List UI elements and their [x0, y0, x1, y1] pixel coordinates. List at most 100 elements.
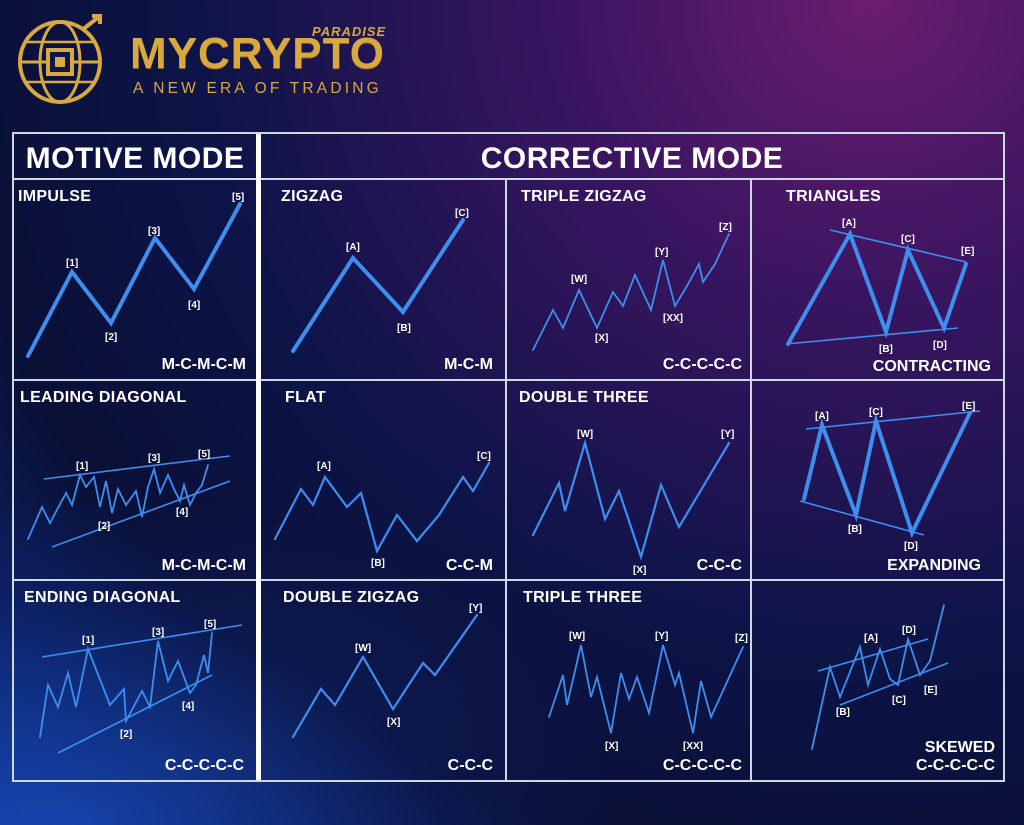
wave-label: [5] [232, 192, 244, 203]
cell-triangles: TRIANGLES CONTRACTING [A] [B] [C] [D] [E… [752, 180, 1003, 379]
wave-label: [5] [198, 449, 210, 460]
wave-label: [X] [387, 717, 400, 728]
double-three-diagram: [W] [X] [Y] [531, 429, 734, 576]
wave-label: [X] [633, 565, 646, 576]
cell-leading-diagonal: LEADING DIAGONAL M-C-M-C-M [1] [2] [3] [… [14, 381, 256, 579]
cell-code: M-C-M-C-M [161, 557, 246, 574]
wave-label: [A] [864, 633, 878, 644]
wave-label: [3] [152, 627, 164, 638]
brand-logo: PARADISE MYCRYPTO A NEW ERA OF TRADING [12, 10, 392, 110]
cell-code: C-C-C [696, 557, 742, 574]
cell-skewed: SKEWED C-C-C-C-C [A] [B] [C] [D] [E] [752, 581, 1003, 780]
wave-label: [5] [204, 619, 216, 630]
cell-double-zigzag: DOUBLE ZIGZAG C-C-C [W] [X] [Y] [261, 581, 505, 780]
wave-label: [Y] [655, 631, 668, 642]
wave-label: [Y] [721, 429, 734, 440]
wave-label: [B] [848, 524, 862, 535]
corrective-mode-title: CORRECTIVE MODE [480, 142, 784, 175]
cell-zigzag: ZIGZAG M-C-M [A] [B] [C] [261, 180, 505, 379]
leading-diagonal-diagram: [1] [2] [3] [4] [5] [27, 449, 231, 548]
wave-label: [W] [571, 274, 587, 285]
row-divider-2 [14, 579, 1003, 581]
wave-label: [2] [105, 332, 117, 343]
wave-label: [C] [477, 451, 491, 462]
wave-label: [2] [120, 729, 132, 740]
wave-label: [E] [961, 246, 974, 257]
wave-label: [E] [924, 685, 937, 696]
cell-code: C-C-C-C-C [662, 356, 742, 373]
wave-label: [W] [577, 429, 593, 440]
flat-diagram: [A] [B] [C] [273, 451, 491, 569]
cell-title: FLAT [285, 389, 326, 406]
cell-code: M-C-M [444, 356, 493, 373]
wave-label: [A] [842, 218, 856, 229]
cell-code: M-C-M-C-M [161, 356, 246, 373]
brand-super: PARADISE [312, 24, 387, 39]
cell-triple-zigzag: TRIPLE ZIGZAG C-C-C-C-C [W] [X] [Y] [XX]… [507, 180, 750, 379]
wave-label: [1] [82, 635, 94, 646]
cell-ending-diagonal: ENDING DIAGONAL C-C-C-C-C [1] [2] [3] [4… [14, 581, 256, 780]
motive-mode-title: MOTIVE MODE [25, 142, 245, 175]
wave-label: [A] [815, 411, 829, 422]
expanding-diagram: [A] [B] [C] [D] [E] [799, 401, 981, 552]
wave-label: [D] [904, 541, 918, 552]
skewed-diagram: [A] [B] [C] [D] [E] [811, 604, 949, 750]
cell-impulse: IMPULSE M-C-M-C-M [1] [2] [3] [4] [5] [14, 180, 256, 379]
wave-label: [E] [962, 401, 975, 412]
brand-name: MYCRYPTO [130, 29, 385, 78]
wave-label: [C] [901, 234, 915, 245]
col-divider-2 [505, 178, 507, 780]
cell-code: C-C-C-C-C [662, 757, 742, 774]
wave-label: [X] [595, 333, 608, 344]
wave-label: [XX] [663, 313, 683, 324]
wave-label: [3] [148, 226, 160, 237]
header-divider [14, 178, 1003, 180]
triple-three-diagram: [W] [X] [Y] [XX] [Z] [548, 631, 748, 752]
cell-title: TRIPLE THREE [523, 589, 643, 606]
triple-zigzag-diagram: [W] [X] [Y] [XX] [Z] [532, 222, 732, 351]
cell-title: DOUBLE ZIGZAG [283, 589, 420, 606]
wave-label: [4] [182, 701, 194, 712]
cell-code: C-C-M [445, 557, 493, 574]
cell-title: ENDING DIAGONAL [24, 589, 181, 606]
cell-code: EXPANDING [887, 557, 981, 574]
globe-chip-icon [18, 14, 102, 104]
cell-code: C-C-C-C-C [164, 757, 244, 774]
cell-code: C-C-C-C-C [915, 757, 995, 774]
mode-divider [256, 134, 261, 780]
wave-label: [1] [66, 258, 78, 269]
wave-label: [W] [355, 643, 371, 654]
cell-title: LEADING DIAGONAL [20, 389, 187, 406]
cell-title: TRIANGLES [786, 188, 882, 205]
wave-patterns-grid: MOTIVE MODE CORRECTIVE MODE IMPULSE M-C-… [12, 132, 1005, 782]
wave-label: [Y] [469, 603, 482, 614]
wave-label: [XX] [683, 741, 703, 752]
cell-code: CONTRACTING [872, 358, 991, 375]
double-zigzag-diagram: [W] [X] [Y] [291, 603, 482, 739]
zigzag-diagram: [A] [B] [C] [291, 208, 469, 353]
wave-label: [Z] [735, 633, 748, 644]
cell-triple-three: TRIPLE THREE C-C-C-C-C [W] [X] [Y] [XX] … [507, 581, 750, 780]
cell-title: TRIPLE ZIGZAG [521, 188, 647, 205]
wave-label: [Z] [719, 222, 732, 233]
wave-label: [D] [933, 340, 947, 351]
wave-label: [3] [148, 453, 160, 464]
wave-label: [C] [455, 208, 469, 219]
wave-label: [A] [346, 242, 360, 253]
wave-label: [4] [188, 300, 200, 311]
col-divider-3 [750, 178, 752, 780]
wave-label: [B] [371, 558, 385, 569]
wave-label: [Y] [655, 247, 668, 258]
wave-label: [X] [605, 741, 618, 752]
cell-flat: FLAT C-C-M [A] [B] [C] [261, 381, 505, 579]
wave-label: [2] [98, 521, 110, 532]
wave-label: [C] [869, 407, 883, 418]
wave-label: [4] [176, 507, 188, 518]
impulse-diagram: [1] [2] [3] [4] [5] [26, 192, 244, 358]
cell-code: SKEWED [924, 739, 995, 756]
cell-title: IMPULSE [18, 188, 92, 205]
ending-diagonal-diagram: [1] [2] [3] [4] [5] [39, 619, 243, 754]
wave-label: [C] [892, 695, 906, 706]
cell-code: C-C-C [447, 757, 493, 774]
brand-tagline: A NEW ERA OF TRADING [133, 80, 382, 97]
